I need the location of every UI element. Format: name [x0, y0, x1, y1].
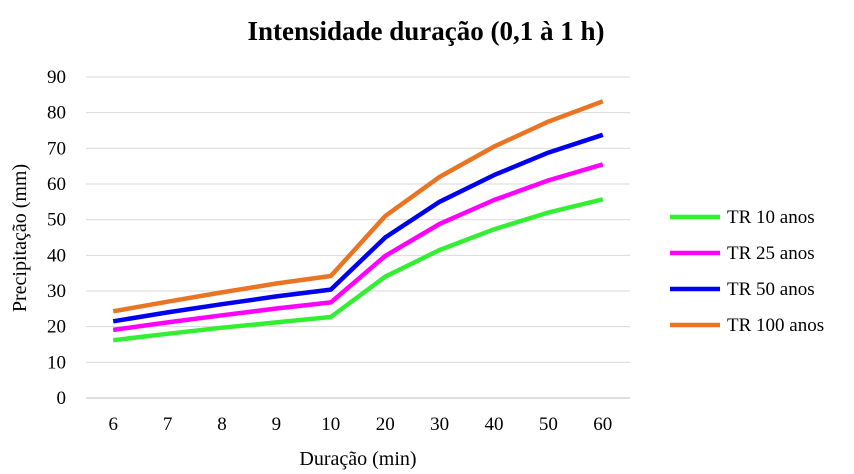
- chart-title: Intensidade duração (0,1 à 1 h): [247, 16, 604, 46]
- series-line-4: [112, 99, 604, 314]
- legend: TR 10 anos TR 25 anos TR 50 anos TR 100 ano…: [670, 207, 824, 336]
- y-tick-label: 70: [47, 138, 66, 159]
- x-tick-label: 50: [539, 414, 558, 435]
- x-tick-label: 20: [376, 414, 395, 435]
- series-lines: [112, 99, 604, 343]
- x-tick-label: 40: [485, 414, 504, 435]
- x-tick-label: 60: [593, 414, 612, 435]
- legend-item: TR 100 anos: [670, 315, 824, 336]
- legend-item: TR 25 anos: [670, 243, 815, 264]
- x-tick-label: 9: [272, 414, 282, 435]
- x-tick-label: 10: [321, 414, 340, 435]
- legend-label: TR 100 anos: [727, 315, 824, 336]
- y-tick-label: 50: [47, 210, 66, 231]
- x-tick-label: 7: [163, 414, 173, 435]
- legend-label: TR 25 anos: [727, 243, 815, 264]
- y-tick-label: 10: [47, 352, 66, 373]
- y-tick-label: 90: [47, 67, 66, 88]
- series-line-2: [112, 162, 604, 333]
- gridlines: [86, 76, 630, 363]
- legend-label: TR 10 anos: [727, 207, 815, 228]
- y-tick-label: 60: [47, 174, 66, 195]
- y-tick-label: 40: [47, 245, 66, 266]
- x-tick-label: 8: [217, 414, 227, 435]
- x-axis-ticks: 6 7 8 9 10 20 30 40 50 60: [108, 414, 612, 435]
- y-tick-label: 0: [57, 388, 67, 409]
- y-axis-label: Precipitação (mm): [9, 164, 31, 312]
- legend-label: TR 50 anos: [727, 279, 815, 300]
- x-tick-label: 30: [430, 414, 449, 435]
- series-line-3: [112, 132, 604, 324]
- y-tick-label: 80: [47, 103, 66, 124]
- y-tick-label: 20: [47, 317, 66, 338]
- series-line-1: [112, 197, 604, 343]
- legend-item: TR 50 anos: [670, 279, 815, 300]
- y-axis-ticks: 0 10 20 30 40 50 60 70 80 90: [47, 67, 66, 409]
- y-tick-label: 30: [47, 281, 66, 302]
- legend-item: TR 10 anos: [670, 207, 815, 228]
- x-axis-label: Duração (min): [299, 448, 416, 470]
- x-tick-label: 6: [108, 414, 118, 435]
